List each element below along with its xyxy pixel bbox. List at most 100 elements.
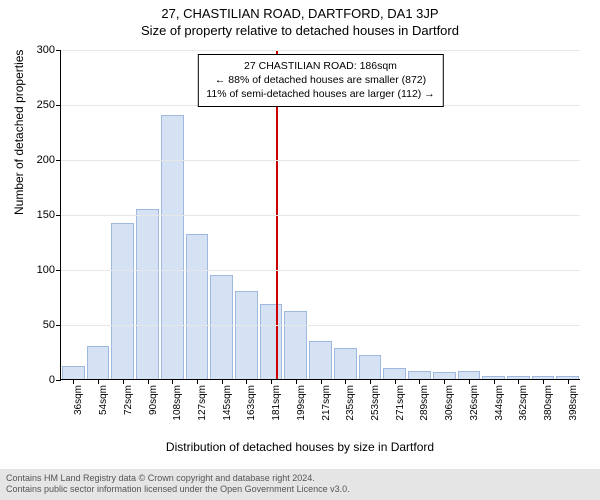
y-tick-mark xyxy=(56,325,61,326)
x-tick-mark xyxy=(246,379,247,384)
y-tick-mark xyxy=(56,50,61,51)
x-tick-mark xyxy=(172,379,173,384)
x-tick: 217sqm xyxy=(308,379,333,439)
x-tick: 306sqm xyxy=(432,379,457,439)
x-tick-label: 289sqm xyxy=(419,385,430,421)
x-tick: 326sqm xyxy=(457,379,482,439)
x-tick: 145sqm xyxy=(209,379,234,439)
y-tick-mark xyxy=(56,160,61,161)
x-tick: 362sqm xyxy=(506,379,531,439)
x-tick: 36sqm xyxy=(61,379,86,439)
x-tick-label: 72sqm xyxy=(123,385,134,415)
x-tick-label: 181sqm xyxy=(271,385,282,421)
histogram-bar xyxy=(87,346,110,379)
x-tick-mark xyxy=(444,379,445,384)
grid-line xyxy=(61,50,580,51)
y-tick-label: 50 xyxy=(43,319,55,331)
histogram-bar xyxy=(309,341,332,380)
x-tick-mark xyxy=(345,379,346,384)
x-tick: 199sqm xyxy=(283,379,308,439)
grid-line xyxy=(61,270,580,271)
x-tick-label: 145sqm xyxy=(222,385,233,421)
x-tick-mark xyxy=(518,379,519,384)
x-tick: 235sqm xyxy=(333,379,358,439)
histogram-bar xyxy=(62,366,85,379)
y-tick-mark xyxy=(56,380,61,381)
x-tick-mark xyxy=(395,379,396,384)
x-tick: 380sqm xyxy=(531,379,556,439)
x-tick-mark xyxy=(197,379,198,384)
x-tick: 54sqm xyxy=(86,379,111,439)
y-tick-mark xyxy=(56,105,61,106)
x-tick-mark xyxy=(321,379,322,384)
y-tick-mark xyxy=(56,215,61,216)
histogram-bar xyxy=(359,355,382,379)
x-tick-mark xyxy=(494,379,495,384)
x-tick: 253sqm xyxy=(358,379,383,439)
histogram-bar xyxy=(458,371,481,379)
grid-line xyxy=(61,215,580,216)
x-tick-label: 235sqm xyxy=(345,385,356,421)
x-tick: 127sqm xyxy=(185,379,210,439)
page-subtitle: Size of property relative to detached ho… xyxy=(0,21,600,38)
x-tick-mark xyxy=(543,379,544,384)
x-tick: 72sqm xyxy=(110,379,135,439)
marker-text-line: 11% of semi-detached houses are larger (… xyxy=(206,87,434,101)
page-title: 27, CHASTILIAN ROAD, DARTFORD, DA1 3JP xyxy=(0,0,600,21)
x-tick-label: 362sqm xyxy=(518,385,529,421)
histogram-bar xyxy=(186,234,209,379)
x-tick-mark xyxy=(123,379,124,384)
x-tick: 163sqm xyxy=(234,379,259,439)
histogram-bar xyxy=(235,291,258,379)
x-tick-mark xyxy=(73,379,74,384)
x-tick-label: 127sqm xyxy=(197,385,208,421)
histogram-bar xyxy=(284,311,307,379)
footer: Contains HM Land Registry data © Crown c… xyxy=(0,469,600,500)
marker-text-line: 27 CHASTILIAN ROAD: 186sqm xyxy=(206,59,434,73)
marker-text-line: ← 88% of detached houses are smaller (87… xyxy=(206,73,434,87)
x-tick: 108sqm xyxy=(160,379,185,439)
footer-line: Contains HM Land Registry data © Crown c… xyxy=(6,473,594,485)
x-tick-mark xyxy=(568,379,569,384)
histogram-bar xyxy=(111,223,134,379)
footer-line: Contains public sector information licen… xyxy=(6,484,594,496)
x-tick-label: 380sqm xyxy=(543,385,554,421)
x-axis-label: Distribution of detached houses by size … xyxy=(0,440,600,454)
y-tick-label: 0 xyxy=(49,374,55,386)
x-tick-mark xyxy=(271,379,272,384)
grid-line xyxy=(61,325,580,326)
histogram-bar xyxy=(260,304,283,379)
x-tick-label: 163sqm xyxy=(246,385,257,421)
x-tick-label: 253sqm xyxy=(370,385,381,421)
histogram-bar xyxy=(161,115,184,379)
x-tick: 289sqm xyxy=(407,379,432,439)
x-ticks-container: 36sqm 54sqm 72sqm90sqm 108sqm 127sqm 145sqm 16… xyxy=(61,379,580,439)
x-tick-label: 271sqm xyxy=(395,385,406,421)
x-tick-label: 398sqm xyxy=(568,385,579,421)
x-tick-mark xyxy=(148,379,149,384)
histogram-bar xyxy=(210,275,233,380)
x-tick-mark xyxy=(419,379,420,384)
histogram-bar xyxy=(383,368,406,379)
x-tick-mark xyxy=(469,379,470,384)
marker-annotation-box: 27 CHASTILIAN ROAD: 186sqm ← 88% of deta… xyxy=(197,54,443,107)
grid-line xyxy=(61,160,580,161)
x-tick: 90sqm xyxy=(135,379,160,439)
y-tick-label: 200 xyxy=(37,154,55,166)
y-tick-label: 300 xyxy=(37,44,55,56)
histogram-chart: 36sqm54sqm72sqm90sqm108sqm127sqm145sqm16… xyxy=(60,50,580,380)
x-tick: 344sqm xyxy=(481,379,506,439)
histogram-bar xyxy=(433,372,456,379)
x-tick: 398sqm xyxy=(555,379,580,439)
x-tick-label: 199sqm xyxy=(296,385,307,421)
x-tick-label: 306sqm xyxy=(444,385,455,421)
x-tick-mark xyxy=(370,379,371,384)
histogram-bar xyxy=(136,209,159,380)
x-tick: 271sqm xyxy=(382,379,407,439)
x-tick-label: 54sqm xyxy=(98,385,109,415)
x-tick-label: 36sqm xyxy=(73,385,84,415)
histogram-bar xyxy=(334,348,357,379)
y-tick-mark xyxy=(56,270,61,271)
x-tick-label: 344sqm xyxy=(494,385,505,421)
x-tick-label: 108sqm xyxy=(172,385,183,421)
